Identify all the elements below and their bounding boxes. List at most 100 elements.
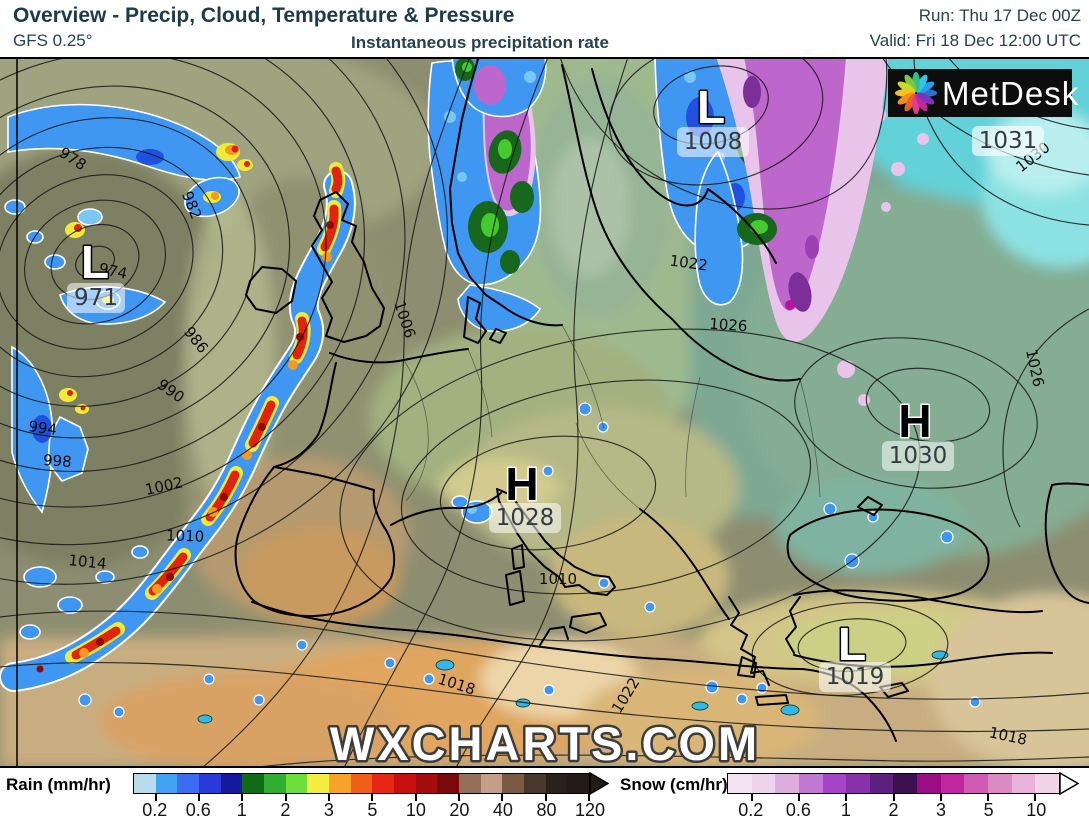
pressure-value-box bbox=[67, 283, 125, 313]
rain-colorbar-segment bbox=[350, 774, 373, 793]
rain-tick-label: 120 bbox=[574, 800, 606, 820]
snow-colorbar-segment bbox=[940, 774, 965, 793]
rain-tick-mark bbox=[154, 794, 157, 801]
snow-colorbar-arrow bbox=[1059, 772, 1079, 795]
legend: Rain (mm/hr) 0.2 0.6 1 2 3 5 10 20 40 80 120 Snow … bbox=[0, 768, 1089, 835]
rain-colorbar-segment bbox=[177, 774, 200, 793]
rain-colorbar-segment bbox=[437, 774, 460, 793]
page-title: Overview - Precip, Cloud, Temperature & … bbox=[13, 4, 515, 27]
rain-colorbar-segment bbox=[545, 774, 568, 793]
rain-tick-label: 20 bbox=[449, 800, 470, 820]
snow-tick-mark bbox=[892, 794, 895, 801]
snow-colorbar-segment bbox=[1035, 774, 1059, 793]
rain-tick-mark bbox=[588, 794, 590, 801]
isobar-label: 1026 bbox=[709, 315, 748, 336]
rain-colorbar-segment bbox=[285, 774, 308, 793]
rain-colorbar-segment bbox=[459, 774, 481, 793]
snow-tick-label: 10 bbox=[1026, 800, 1047, 820]
pressure-value-box bbox=[677, 127, 749, 157]
pressure-centers: L 971 L 1008 H 1028 H 1030 L 1019 1031 bbox=[67, 80, 1044, 692]
rain-tick-label: 40 bbox=[492, 800, 513, 820]
snow-legend-label: Snow (cm/hr) bbox=[620, 775, 728, 794]
rain-tick-label: 5 bbox=[367, 800, 378, 820]
rain-tick-labels: 0.2 0.6 1 2 3 5 10 20 40 80 120 bbox=[133, 800, 605, 824]
model-label: GFS 0.25° bbox=[13, 31, 93, 50]
snow-tick-label: 1 bbox=[840, 800, 851, 820]
snow-colorbar-segment bbox=[728, 774, 752, 793]
snow-tick-mark bbox=[750, 794, 753, 801]
rain-colorbar-segment bbox=[415, 774, 438, 793]
rain-colorbar-segment bbox=[480, 774, 503, 793]
rain-tick-mark bbox=[458, 794, 460, 801]
rain-tick-mark bbox=[501, 794, 504, 801]
run-valid-block: Run: Thu 17 Dec 00Z Valid: Fri 18 Dec 12… bbox=[870, 3, 1081, 53]
run-line: Run: Thu 17 Dec 00Z bbox=[918, 6, 1081, 25]
snow-tick-label: 0.2 bbox=[738, 800, 764, 820]
isobar-label: 1010 bbox=[166, 526, 205, 545]
metdesk-logo: MetDesk bbox=[888, 69, 1079, 117]
pressure-value: 1031 bbox=[979, 128, 1038, 154]
snow-colorbar bbox=[727, 773, 1060, 801]
rain-tick-mark bbox=[328, 794, 330, 801]
rain-tick-mark bbox=[198, 794, 200, 801]
snow-colorbar-segment bbox=[775, 774, 799, 793]
snow-arrow-shape bbox=[1059, 772, 1079, 795]
rain-colorbar-segment bbox=[372, 774, 395, 793]
snow-tick-mark bbox=[939, 794, 942, 801]
header: Overview - Precip, Cloud, Temperature & … bbox=[0, 0, 1089, 57]
weather-map: 978 982 986 990 994 998 1002 1006 1010 1… bbox=[0, 57, 1089, 768]
rain-colorbar-segment bbox=[199, 774, 221, 793]
rain-tick-label: 10 bbox=[405, 800, 426, 820]
isobar-label: 1010 bbox=[539, 570, 577, 588]
rain-colorbar-segment bbox=[394, 774, 416, 793]
rain-colorbar-segment bbox=[524, 774, 546, 793]
rain-tick-mark bbox=[414, 794, 417, 801]
rain-legend-label: Rain (mm/hr) bbox=[6, 775, 111, 794]
rain-colorbar-segment bbox=[307, 774, 330, 793]
isobar-label: 994 bbox=[27, 417, 58, 439]
rain-colorbar-segment bbox=[220, 774, 243, 793]
snow-tick-mark bbox=[797, 794, 800, 801]
snow-colorbar-segment bbox=[751, 774, 776, 793]
valid-line: Valid: Fri 18 Dec 12:00 UTC bbox=[869, 31, 1081, 50]
rain-tick-label: 3 bbox=[323, 800, 334, 820]
snow-colorbar-segment bbox=[988, 774, 1012, 793]
pressure-value-box bbox=[972, 126, 1044, 156]
snow-tick-label: 3 bbox=[936, 800, 947, 820]
metdesk-logo-text: MetDesk bbox=[942, 75, 1079, 112]
low-marker: L bbox=[697, 81, 725, 133]
snow-colorbar-segment bbox=[846, 774, 870, 793]
isobar-contours bbox=[0, 57, 1089, 768]
watermark: WXCHARTS.COM bbox=[330, 717, 760, 768]
precipitation-overlay bbox=[0, 57, 981, 724]
isobar-label: 998 bbox=[42, 451, 72, 471]
pressure-value: 1019 bbox=[826, 664, 885, 690]
snow-tick-mark bbox=[1034, 794, 1037, 801]
snow-colorbar-segment bbox=[964, 774, 989, 793]
pressure-value: 1008 bbox=[684, 129, 743, 155]
pressure-value-box bbox=[882, 441, 954, 471]
isobar-label: 974 bbox=[97, 259, 129, 283]
rain-colorbar-segment bbox=[155, 774, 178, 793]
weather-map-canvas: 978 982 986 990 994 998 1002 1006 1010 1… bbox=[0, 57, 1089, 768]
snow-tick-mark bbox=[845, 794, 848, 801]
rain-tick-mark bbox=[371, 794, 374, 801]
rain-colorbar-segment bbox=[242, 774, 265, 793]
snow-tick-labels: 0.2 0.6 1 2 3 5 10 bbox=[727, 800, 1060, 824]
snow-tick-label: 5 bbox=[983, 800, 994, 820]
rain-tick-mark bbox=[284, 794, 287, 801]
metdesk-pinwheel-icon bbox=[895, 72, 937, 114]
pressure-value: 1028 bbox=[496, 505, 555, 531]
rain-colorbar-segment bbox=[567, 774, 590, 793]
snow-colorbar-segment bbox=[822, 774, 847, 793]
rain-colorbar-segment bbox=[329, 774, 351, 793]
high-marker: H bbox=[505, 458, 538, 510]
snow-colorbar-segment bbox=[869, 774, 894, 793]
rain-colorbar bbox=[133, 773, 590, 801]
rain-tick-mark bbox=[241, 794, 244, 801]
rain-colorbar-segment bbox=[264, 774, 286, 793]
snow-colorbar-segment bbox=[798, 774, 823, 793]
rain-tick-mark bbox=[544, 794, 547, 801]
pressure-value-box bbox=[489, 503, 561, 533]
rain-tick-label: 80 bbox=[536, 800, 557, 820]
